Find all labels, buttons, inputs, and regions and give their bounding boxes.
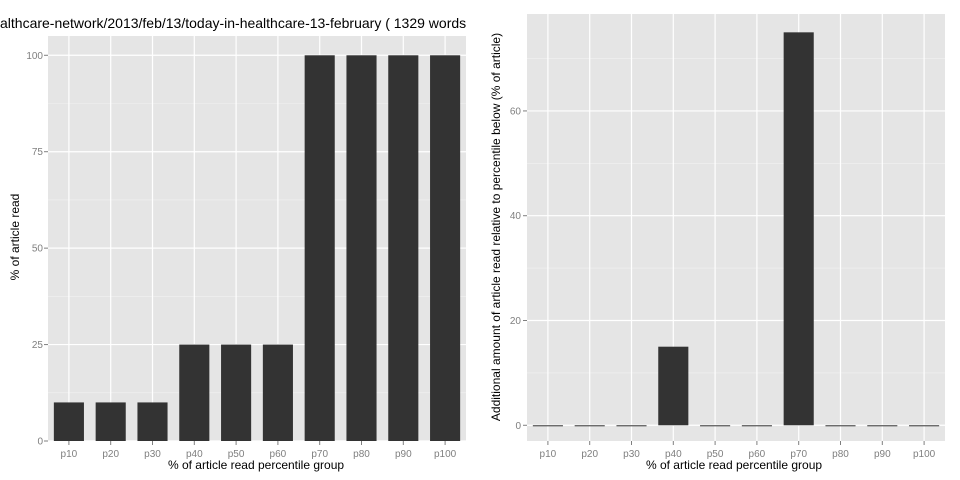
y-tick-label: 100 bbox=[26, 51, 43, 62]
bar-p50 bbox=[700, 425, 731, 427]
y-tick-label: 20 bbox=[510, 316, 522, 327]
y-tick-label: 0 bbox=[515, 421, 521, 432]
x-tick-label: p20 bbox=[581, 449, 598, 460]
left-y-axis-label: % of article read bbox=[8, 194, 22, 281]
x-tick-label: p50 bbox=[707, 449, 724, 460]
right-chart-panel: 0 20 40 60 p10 p20 p30 p40 p50 p60 p70 p80 p90 p100 bbox=[510, 14, 945, 460]
x-tick-label: p70 bbox=[790, 449, 807, 460]
bar-p40 bbox=[179, 344, 210, 441]
x-tick-label: p100 bbox=[434, 449, 457, 460]
x-tick-label: p10 bbox=[540, 449, 557, 460]
x-tick-label: p30 bbox=[623, 449, 640, 460]
chart-title-left: althcare-network/2013/feb/13/today-in-he… bbox=[0, 15, 466, 31]
plot-background bbox=[527, 14, 945, 441]
x-tick-label: p90 bbox=[395, 449, 412, 460]
x-tick-label: p70 bbox=[311, 449, 328, 460]
right-y-axis-label: Additional amount of article read relati… bbox=[489, 33, 503, 421]
left-x-axis-label: % of article read percentile group bbox=[168, 458, 344, 472]
x-tick-label: p80 bbox=[353, 449, 370, 460]
bar-p20 bbox=[574, 425, 605, 427]
y-tick-label: 50 bbox=[32, 244, 44, 255]
x-tick-label: p40 bbox=[186, 449, 203, 460]
bar-p100 bbox=[909, 425, 940, 427]
y-tick-label: 60 bbox=[510, 106, 522, 117]
bar-p10 bbox=[532, 425, 563, 427]
left-chart-panel: 0 25 50 75 100 p10 p20 p30 p40 p50 p60 p70 p80 p90 p10… bbox=[26, 36, 466, 460]
bar-p30 bbox=[616, 425, 647, 427]
bar-p100 bbox=[430, 55, 461, 442]
x-tick-label: p10 bbox=[61, 449, 78, 460]
x-tick-label: p30 bbox=[144, 449, 161, 460]
x-tick-label: p40 bbox=[665, 449, 682, 460]
x-tick-label: p100 bbox=[913, 449, 936, 460]
bar-p80 bbox=[825, 425, 856, 427]
bar-p60 bbox=[741, 425, 772, 427]
bar-p50 bbox=[221, 344, 252, 441]
bar-p70 bbox=[304, 55, 335, 442]
bar-p20 bbox=[95, 402, 126, 441]
x-tick-label: p90 bbox=[874, 449, 891, 460]
x-tick-label: p80 bbox=[832, 449, 849, 460]
y-tick-label: 0 bbox=[37, 437, 43, 448]
bar-p10 bbox=[53, 402, 84, 441]
x-tick-label: p60 bbox=[270, 449, 287, 460]
y-tick-label: 75 bbox=[32, 147, 44, 158]
bar-p80 bbox=[346, 55, 377, 442]
y-tick-label: 40 bbox=[510, 211, 522, 222]
right-x-axis-label: % of article read percentile group bbox=[646, 458, 822, 472]
bar-p40 bbox=[658, 346, 689, 426]
y-tick-label: 25 bbox=[32, 340, 44, 351]
bar-p90 bbox=[867, 425, 898, 427]
x-tick-label: p20 bbox=[102, 449, 119, 460]
bar-p70 bbox=[783, 32, 814, 426]
bar-p60 bbox=[262, 344, 293, 441]
bar-p30 bbox=[137, 402, 168, 441]
x-tick-label: p60 bbox=[749, 449, 766, 460]
x-tick-label: p50 bbox=[228, 449, 245, 460]
bar-p90 bbox=[388, 55, 419, 442]
